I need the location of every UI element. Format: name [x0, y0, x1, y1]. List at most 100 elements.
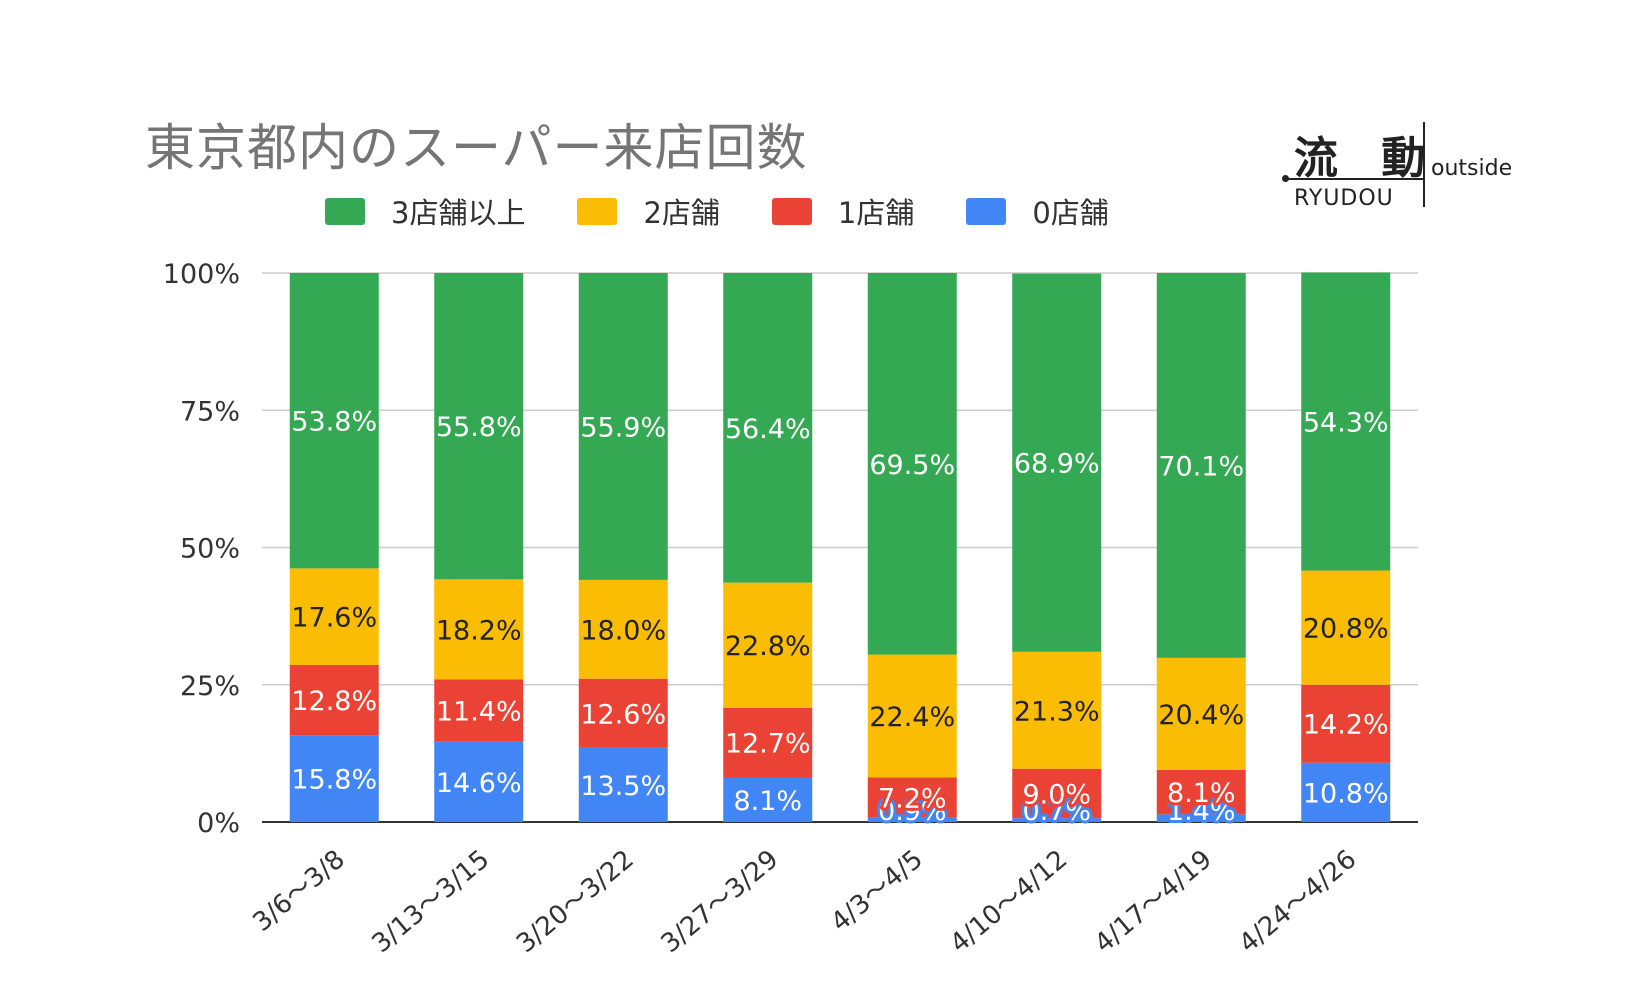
bar-segment: [578, 678, 668, 748]
bar-segment: [1301, 570, 1391, 685]
bar-segment: [1012, 273, 1102, 652]
logo: 流 動 RYUDOU outside: [1282, 120, 1542, 215]
data-label: 14.2%: [1303, 710, 1389, 741]
bar-segment: [723, 273, 813, 583]
y-tick-label: 50%: [180, 534, 240, 565]
legend-item: 1店舗: [771, 190, 915, 232]
bar-segment: [1156, 814, 1246, 822]
x-tick-label: 4/3〜4/5: [825, 844, 928, 937]
bar-segment: [289, 568, 379, 665]
data-label: 22.8%: [725, 631, 811, 662]
bar-segment: [289, 273, 379, 569]
bar-segment: [289, 664, 379, 736]
data-label: 20.4%: [1158, 700, 1244, 731]
bars: [289, 272, 1391, 822]
logo-main-text: 流 動: [1294, 133, 1440, 184]
y-axis: 0% 25% 50% 75% 100%: [163, 259, 240, 839]
data-label: 12.7%: [725, 729, 811, 760]
chart-title: 東京都内のスーパー来店回数: [145, 119, 808, 177]
bar-segment: [1012, 651, 1102, 769]
bar-segment: [434, 579, 524, 680]
data-label: 17.6%: [291, 603, 377, 634]
bar-segment: [867, 777, 957, 818]
logo-dot: [1282, 175, 1289, 182]
data-label: 12.6%: [580, 699, 666, 730]
legend-item: 2店舗: [577, 190, 720, 232]
bar-segment: [578, 273, 668, 580]
data-label: 10.8%: [1303, 778, 1389, 809]
logo-romaji-text: RYUDOU: [1294, 186, 1394, 211]
data-label: 12.8%: [291, 686, 377, 717]
data-label: 54.3%: [1303, 408, 1389, 439]
x-tick-label: 3/27〜3/29: [656, 844, 785, 959]
data-label: 9.0%: [1022, 779, 1091, 810]
x-tick-label: 4/17〜4/19: [1089, 844, 1218, 959]
legend-item: 3店舗以上: [325, 190, 525, 232]
bar-segment: [1301, 272, 1391, 571]
x-tick-label: 4/10〜4/12: [945, 844, 1074, 959]
data-label: 8.1%: [733, 786, 802, 817]
logo-outside-text: outside: [1431, 156, 1513, 181]
bar-segment: [434, 741, 524, 822]
bar-segment: [723, 582, 813, 708]
bar-segment: [723, 777, 813, 822]
bar-segment: [1156, 273, 1246, 658]
bar-segment: [723, 707, 813, 778]
legend-label: 0店舗: [1032, 196, 1109, 230]
data-label: 0.7%: [1022, 796, 1091, 827]
bar-segment: [1012, 768, 1102, 819]
data-label: 7.2%: [878, 783, 947, 814]
legend: 3店舗以上 2店舗 1店舗 0店舗: [325, 190, 1161, 232]
data-label: 22.4%: [869, 702, 955, 733]
legend-swatch: [325, 197, 365, 225]
bar-segment: [1301, 762, 1391, 822]
data-label: 21.3%: [1014, 696, 1100, 727]
data-label: 70.1%: [1158, 451, 1244, 482]
bar-segment: [289, 735, 379, 822]
x-tick-label: 3/6〜3/8: [247, 844, 350, 937]
data-label: 15.8%: [291, 765, 377, 796]
bar-segment: [1156, 769, 1246, 815]
y-tick-label: 0%: [197, 808, 240, 839]
data-label: 1.4%: [1167, 796, 1236, 827]
x-tick-label: 4/24〜4/26: [1234, 844, 1363, 959]
legend-item: 0店舗: [966, 190, 1109, 232]
y-tick-label: 100%: [163, 259, 240, 290]
legend-swatch: [966, 197, 1007, 225]
bar-segment: [867, 654, 957, 778]
bar-segment: [578, 747, 668, 822]
data-label: 8.1%: [1167, 778, 1236, 809]
data-label: 69.5%: [869, 450, 955, 481]
data-label: 14.6%: [436, 768, 522, 799]
y-tick-label: 75%: [180, 396, 240, 427]
data-label: 13.5%: [580, 771, 666, 802]
bar-segment: [1301, 684, 1391, 763]
data-label: 0.9%: [878, 796, 947, 827]
legend-swatch: [771, 197, 812, 225]
y-tick-label: 25%: [180, 671, 240, 702]
data-label: 18.0%: [580, 615, 666, 646]
bar-segment: [434, 273, 524, 580]
x-tick-label: 3/13〜3/15: [367, 844, 496, 959]
logo-horizontal-line: [1286, 178, 1423, 180]
legend-label: 1店舗: [837, 196, 915, 230]
bar-segment: [1156, 657, 1246, 770]
bar-segment: [578, 579, 668, 679]
legend-label: 3店舗以上: [391, 196, 526, 230]
legend-swatch: [577, 197, 618, 225]
data-label: 11.4%: [436, 697, 522, 728]
bar-segment: [867, 273, 957, 655]
bar-segment: [1012, 818, 1102, 822]
legend-label: 2店舗: [643, 196, 720, 230]
data-label: 20.8%: [1303, 614, 1389, 645]
x-tick-label: 3/20〜3/22: [511, 844, 640, 959]
data-label: 18.2%: [436, 615, 522, 646]
data-label: 56.4%: [725, 414, 811, 445]
data-label: 68.9%: [1014, 449, 1100, 480]
x-axis: 3/6〜3/8 3/13〜3/15 3/20〜3/22 3/27〜3/29 4/3〜4/…: [247, 844, 1362, 959]
data-label: 55.8%: [436, 412, 522, 443]
data-label: 53.8%: [291, 407, 377, 438]
bar-segment: [434, 679, 524, 742]
data-label: 55.9%: [580, 412, 666, 443]
